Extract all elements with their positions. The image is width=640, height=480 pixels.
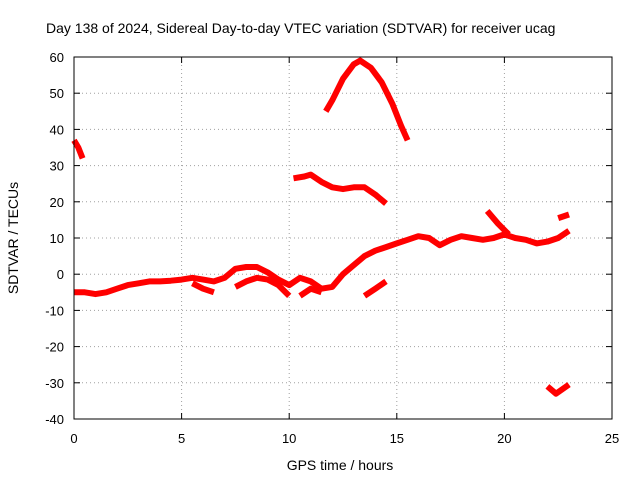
series-line-arc-start (71, 138, 86, 160)
series-line-arc-end-b (557, 211, 570, 221)
y-tick-label: 10 (50, 231, 64, 246)
y-tick-label: 50 (50, 86, 64, 101)
plot-area (71, 57, 571, 397)
y-axis-label: SDTVAR / TECUs (5, 182, 21, 294)
chart-title: Day 138 of 2024, Sidereal Day-to-day VTE… (46, 20, 555, 36)
series-line-arc-lower-a (234, 274, 292, 299)
y-tick-label: -30 (45, 376, 64, 391)
y-tick-label: 0 (57, 267, 64, 282)
series-line-arc-mid-a (191, 280, 215, 296)
y-tick-label: -20 (45, 340, 64, 355)
x-tick-label: 5 (178, 431, 185, 446)
y-tick-label: 40 (50, 122, 64, 137)
series-line-arc-mid-high (293, 171, 388, 206)
x-axis-label: GPS time / hours (287, 457, 394, 473)
axes: 0 5 10 15 20 25 -40 -30 -20 -10 0 10 20 30 40 50 60 (45, 50, 619, 446)
x-tick-label: 20 (497, 431, 511, 446)
x-tick-label: 25 (605, 431, 619, 446)
y-tick-label: -40 (45, 412, 64, 427)
series-line-arc-lower-c (362, 278, 388, 299)
y-tick-label: 20 (50, 195, 64, 210)
series-line-arc-end-c (545, 382, 571, 397)
series-line-arc-end-a (484, 208, 511, 237)
y-tick-label: 30 (50, 159, 64, 174)
x-tick-label: 15 (390, 431, 404, 446)
series-line-arc-main (74, 228, 571, 298)
y-tick-label: -10 (45, 303, 64, 318)
x-tick-label: 0 (70, 431, 77, 446)
x-tick-label: 10 (282, 431, 296, 446)
series-line-arc-high (323, 57, 411, 142)
series-line-arc-lower-b (298, 285, 323, 299)
grid (74, 57, 612, 419)
y-tick-label: 60 (50, 50, 64, 65)
